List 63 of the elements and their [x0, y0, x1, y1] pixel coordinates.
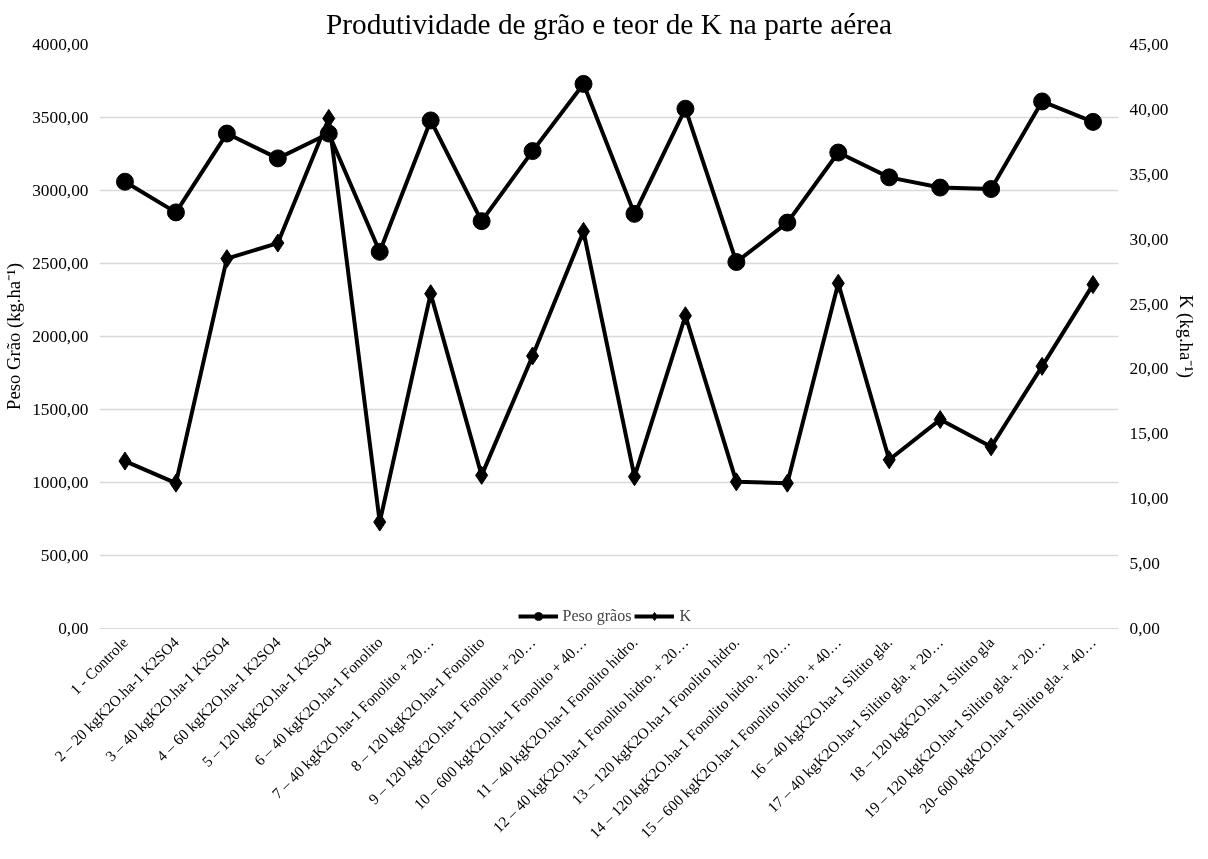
y2-axis-title: K (kg.ha⁻¹)	[1175, 294, 1198, 379]
point	[166, 203, 185, 222]
point	[118, 451, 132, 471]
y2-tick-label: 25,00	[1129, 294, 1169, 314]
point	[627, 467, 641, 487]
point	[984, 437, 998, 457]
point	[322, 108, 336, 128]
point	[1033, 92, 1052, 111]
point	[424, 284, 438, 304]
y-tick-label: 3500,00	[32, 108, 89, 127]
point	[268, 149, 287, 168]
point	[780, 473, 794, 493]
point	[319, 124, 338, 143]
y-tick-label: 3000,00	[32, 181, 89, 200]
y2-tick-label: 5,00	[1129, 554, 1160, 574]
y2-tick-label: 0,00	[1129, 619, 1160, 638]
chart-title: Produtividade de grão e teor de K na parte aérea	[326, 7, 892, 40]
point	[472, 212, 491, 231]
y-tick-label: 0,00	[58, 619, 89, 638]
point	[831, 273, 845, 293]
point	[829, 143, 848, 162]
point	[220, 249, 234, 269]
y-tick-label: 2000,00	[32, 327, 89, 346]
y2-tick-label: 15,00	[1129, 424, 1169, 444]
point	[1035, 356, 1049, 376]
y-tick-label: 500,00	[40, 546, 89, 565]
y2-tick-label: 35,00	[1129, 164, 1169, 184]
point	[526, 346, 540, 366]
point	[880, 168, 899, 187]
y2-tick-label: 30,00	[1129, 229, 1169, 249]
point	[271, 233, 285, 253]
point	[982, 180, 1001, 199]
point	[574, 74, 593, 93]
point	[1086, 275, 1100, 295]
point	[169, 473, 183, 493]
point	[778, 213, 797, 232]
point	[115, 172, 134, 191]
y2-tick-label: 40,00	[1129, 99, 1169, 119]
y2-tick-label: 20,00	[1129, 359, 1169, 379]
point	[933, 410, 947, 430]
point	[217, 124, 236, 143]
point	[523, 142, 542, 161]
point	[625, 204, 644, 223]
point	[1084, 112, 1103, 131]
y2-tick-label: 45,00	[1129, 35, 1169, 54]
point	[931, 178, 950, 197]
y-tick-label: 4000,00	[32, 35, 89, 54]
point	[678, 306, 692, 326]
point	[729, 472, 743, 492]
legend-label: Peso grãos	[562, 607, 632, 625]
legend-label: K	[679, 607, 692, 625]
point	[475, 465, 489, 485]
y-axis-title: Peso Grão (kg.ha⁻¹)	[3, 263, 26, 410]
point	[577, 221, 591, 241]
y-tick-label: 1000,00	[32, 473, 89, 492]
point	[882, 450, 896, 470]
point	[421, 111, 440, 130]
point	[370, 242, 389, 261]
point	[727, 253, 746, 272]
y-tick-label: 1500,00	[32, 400, 89, 419]
point	[676, 99, 695, 118]
y-tick-label: 2500,00	[32, 254, 89, 273]
y2-tick-label: 10,00	[1129, 489, 1169, 509]
